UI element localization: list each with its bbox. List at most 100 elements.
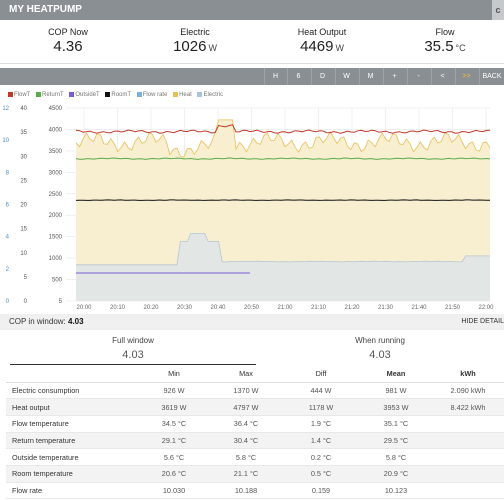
toolbar-hour-button[interactable]: H: [264, 68, 286, 85]
running-window-title: When running: [355, 336, 405, 345]
cell-max: 36.4 °C: [210, 415, 282, 433]
series-heat-line: [75, 119, 491, 158]
y-power-tick-label: 4000: [49, 127, 63, 133]
stat-unit: W: [335, 43, 344, 53]
cell-mean: 5.8 °C: [360, 448, 432, 466]
x-tick-label: 22:00: [478, 305, 494, 311]
active-window-underline: [10, 364, 256, 365]
series-flowt-line: [75, 124, 491, 134]
full-window-value: 4.03: [122, 349, 144, 361]
toolbar-zoom-out-button[interactable]: -: [407, 68, 429, 85]
stat-heat-output: Heat Output 4469 W: [284, 27, 360, 55]
y-flowrate-tick-label: 2: [6, 267, 10, 273]
y-temp-tick-label: 25: [20, 178, 27, 184]
toolbar-month-button[interactable]: M: [359, 68, 381, 85]
stat-label: Heat Output: [297, 27, 347, 37]
stats-table: Min Max Diff Mean kWh Electric consumpti…: [6, 366, 504, 500]
legend-item-flowt[interactable]: FlowT: [8, 92, 30, 98]
y-temp-tick-label: 10: [20, 251, 27, 257]
toolbar-week-button[interactable]: W: [335, 68, 357, 85]
y-flowrate-tick-label: 6: [6, 203, 10, 209]
x-tick-label: 21:30: [378, 305, 394, 311]
cell-min: 20.6 °C: [138, 465, 210, 483]
y-temp-tick-label: 35: [20, 130, 27, 136]
legend-item-returnt[interactable]: ReturnT: [36, 92, 64, 98]
x-tick-label: 20:00: [76, 305, 92, 311]
table-header-row: Min Max Diff Mean kWh: [6, 366, 504, 383]
toolbar-6h-button[interactable]: 6: [287, 68, 309, 85]
x-tick-label: 20:40: [210, 305, 226, 311]
table-row: Flow temperature 34.5 °C 36.4 °C 1.9 °C 35.1…: [6, 415, 504, 433]
y-temp-tick-label: 30: [20, 154, 27, 160]
x-tick-label: 21:00: [277, 305, 293, 311]
cop-value: 4.03: [68, 317, 84, 326]
series-roomt-line: [75, 199, 491, 201]
cell-mean: 3953 W: [360, 398, 432, 416]
legend-item-outsidet[interactable]: OutsideT: [69, 92, 100, 98]
toolbar-day-button[interactable]: D: [311, 68, 333, 85]
col-header-max: Max: [210, 366, 282, 383]
cop-label: COP in window:: [9, 317, 66, 326]
stat-value: 1026: [173, 38, 207, 55]
toolbar-back-step-button[interactable]: <: [431, 68, 453, 85]
legend-item-electric[interactable]: Electric: [197, 92, 223, 98]
y-flowrate-tick-label: 8: [6, 170, 10, 176]
cell-kwh: [432, 415, 504, 433]
x-tick-label: 20:10: [110, 305, 126, 311]
toolbar-back-button[interactable]: BACK: [479, 68, 504, 85]
chart-legend: FlowT ReturnT OutsideT RoomT Flow rate H…: [8, 92, 227, 98]
cell-max: 5.8 °C: [210, 448, 282, 466]
y-flowrate-tick-label: 10: [2, 138, 9, 144]
series-electric-area: [76, 233, 490, 301]
cell-max: 1370 W: [210, 382, 282, 400]
legend-item-heat[interactable]: Heat: [173, 92, 192, 98]
cell-kwh: [432, 482, 504, 500]
y-power-tick-label: 2000: [49, 213, 63, 219]
cell-name: Room temperature: [6, 465, 138, 483]
legend-item-flowrate[interactable]: Flow rate: [136, 92, 167, 98]
stats-bar: COP Now 4.36 Electric 1026 W Heat Output …: [0, 20, 504, 64]
toolbar-zoom-in-button[interactable]: +: [383, 68, 405, 85]
cell-diff: 0.159: [282, 482, 360, 500]
stat-flow: Flow 35.5 °C: [412, 27, 478, 55]
x-tick-label: 21:50: [445, 305, 461, 311]
cell-min: 34.5 °C: [138, 415, 210, 433]
heatpump-chart[interactable]: 20:00 20:10 20:20 20:30 20:40 20:50 21:00 21:10…: [0, 98, 504, 314]
stat-value: 35.5: [424, 38, 454, 55]
table-row: Outside temperature 5.6 °C 5.8 °C 0.2 °C 5.8…: [6, 448, 504, 466]
series-returnt-line: [75, 157, 491, 160]
cell-diff: 0.5 °C: [282, 465, 360, 483]
cell-kwh: [432, 465, 504, 483]
table-row: Electric consumption 926 W 1370 W 444 W 981 …: [6, 382, 504, 400]
full-window-cop: Full window 4.03: [33, 336, 233, 361]
y-flowrate-tick-label: 12: [2, 106, 9, 112]
toolbar-forward-button[interactable]: >>: [455, 68, 477, 85]
y-power-tick-label: 500: [52, 278, 63, 284]
running-window-cop[interactable]: When running 4.03: [280, 336, 480, 361]
col-header-kwh: kWh: [432, 366, 504, 383]
x-tick-label: 21:20: [344, 305, 360, 311]
cell-diff: 1178 W: [282, 398, 360, 416]
cell-mean: 35.1 °C: [360, 415, 432, 433]
hide-detail-link[interactable]: HIDE DETAIL: [461, 318, 504, 325]
y-flowrate-tick-label: 0: [6, 299, 10, 305]
corner-button[interactable]: c: [492, 0, 504, 20]
stat-value: 4469: [300, 38, 334, 55]
y-flowrate-tick-label: 4: [6, 235, 10, 241]
cell-diff: 1.4 °C: [282, 432, 360, 450]
x-tick-label: 21:10: [311, 305, 327, 311]
y-power-tick-label: 2500: [49, 192, 63, 198]
cell-max: 30.4 °C: [210, 432, 282, 450]
cell-name: Electric consumption: [6, 382, 138, 400]
col-header-min: Min: [138, 366, 210, 383]
stat-electric: Electric 1026 W: [160, 27, 230, 55]
y-temp-tick-label: 40: [20, 106, 27, 112]
legend-item-roomt[interactable]: RoomT: [105, 92, 131, 98]
cell-diff: 0.2 °C: [282, 448, 360, 466]
col-header-mean: Mean: [360, 366, 432, 383]
x-tick-label: 20:20: [143, 305, 159, 311]
table-row: Return temperature 29.1 °C 30.4 °C 1.4 °C 29…: [6, 432, 504, 450]
y-power-tick-label: 3000: [49, 170, 63, 176]
stat-cop-now: COP Now 4.36: [38, 27, 98, 55]
app-title-bar: MY HEATPUMP c: [0, 0, 504, 20]
